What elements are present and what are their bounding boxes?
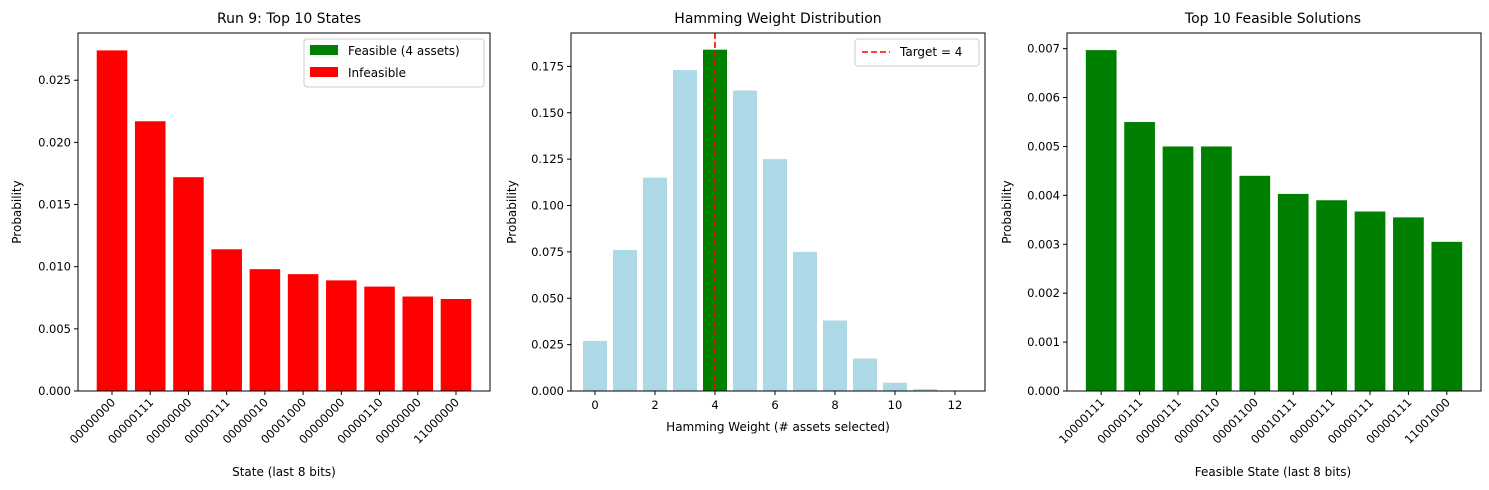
y-tick-label: 0.025 xyxy=(531,338,564,352)
chart-panel-feasible-solutions: Top 10 Feasible Solutions 0.0000.0010.00… xyxy=(1000,11,1482,479)
y-tick-label: 0.175 xyxy=(531,59,564,73)
y-axis-label: Probability xyxy=(505,180,519,243)
bar-group xyxy=(583,49,967,391)
chart-panel-hamming-weight: Hamming Weight Distribution 0.0000.0250.… xyxy=(505,11,986,434)
y-tick-label: 0.150 xyxy=(531,106,564,120)
y-tick-label: 0.000 xyxy=(1027,384,1060,398)
legend: Target = 4 xyxy=(854,38,980,67)
bar xyxy=(673,70,697,391)
y-tick-label: 0.007 xyxy=(1027,42,1060,56)
bar xyxy=(1277,193,1309,391)
legend-label-infeasible: Infeasible xyxy=(348,66,406,80)
y-tick-label: 0.125 xyxy=(531,152,564,166)
bar xyxy=(1201,146,1232,391)
legend-label-feasible: Feasible (4 assets) xyxy=(348,44,460,58)
bar xyxy=(1124,122,1155,391)
x-axis-label: Hamming Weight (# assets selected) xyxy=(666,420,890,434)
bar xyxy=(249,269,281,391)
legend-label-target: Target = 4 xyxy=(899,45,962,59)
y-tick-label: 0.005 xyxy=(38,322,71,336)
y-axis-label: Probability xyxy=(1000,180,1014,243)
y-tick-label: 0.015 xyxy=(38,198,71,212)
y-tick-label: 0.020 xyxy=(38,135,71,149)
x-axis-ticks: 1000011100000111000001110000011000001100… xyxy=(1056,391,1453,447)
y-tick-label: 0.005 xyxy=(1027,139,1060,153)
y-tick-label: 0.002 xyxy=(1027,286,1060,300)
y-tick-label: 0.025 xyxy=(38,73,71,87)
x-tick-label: 8 xyxy=(831,398,838,412)
bar xyxy=(173,177,204,391)
bar-group xyxy=(1085,50,1463,391)
bar xyxy=(364,286,395,391)
x-tick-label: 0 xyxy=(591,398,598,412)
x-tick-label: 12 xyxy=(948,398,963,412)
y-tick-label: 0.100 xyxy=(531,199,564,213)
chart-title: Top 10 Feasible Solutions xyxy=(1184,11,1361,27)
bar xyxy=(763,159,787,391)
bar xyxy=(733,90,757,391)
bar xyxy=(211,249,242,391)
bar xyxy=(1085,50,1117,391)
plot-frame xyxy=(1066,32,1482,392)
bar xyxy=(1354,211,1386,391)
x-axis-ticks: 0000000000000111000000000000011100000010… xyxy=(67,391,462,447)
bar xyxy=(326,280,357,391)
x-tick-label: 10 xyxy=(888,398,903,412)
chart-title: Hamming Weight Distribution xyxy=(674,11,881,27)
y-tick-label: 0.050 xyxy=(531,291,564,305)
bar xyxy=(402,296,434,391)
bar-group xyxy=(96,50,472,392)
y-tick-label: 0.003 xyxy=(1027,237,1060,251)
x-tick-label: 2 xyxy=(651,398,658,412)
y-axis-ticks: 0.000 0.005 0.010 0.015 0.020 0.025 xyxy=(38,73,78,398)
bar xyxy=(134,121,166,391)
bar xyxy=(793,251,817,391)
y-tick-label: 0.075 xyxy=(531,245,564,259)
bar xyxy=(1162,146,1194,391)
bar xyxy=(913,389,937,391)
bar xyxy=(96,50,128,392)
y-tick-label: 0.001 xyxy=(1027,335,1060,349)
bar xyxy=(823,320,847,391)
legend: Feasible (4 assets) Infeasible xyxy=(303,38,485,88)
bar xyxy=(1431,241,1463,391)
plot-frame xyxy=(570,32,986,392)
x-axis-ticks: 0 2 4 6 8 10 12 xyxy=(591,391,962,412)
bar xyxy=(583,340,607,391)
bar xyxy=(853,358,877,391)
x-tick-label: 4 xyxy=(711,398,718,412)
chart-title: Run 9: Top 10 States xyxy=(217,11,361,27)
chart-panel-top-states: Run 9: Top 10 States 0.000 0.005 0.010 0.01… xyxy=(10,11,491,479)
y-tick-label: 0.004 xyxy=(1027,188,1060,202)
legend-frame xyxy=(854,38,980,67)
bar xyxy=(440,299,472,391)
x-tick-label: 6 xyxy=(771,398,778,412)
y-tick-label: 0.000 xyxy=(38,384,71,398)
legend-frame xyxy=(303,38,485,88)
bar xyxy=(883,382,907,391)
x-axis-label: Feasible State (last 8 bits) xyxy=(1195,465,1351,479)
y-tick-label: 0.010 xyxy=(38,260,71,274)
legend-swatch-feasible xyxy=(310,45,338,55)
y-tick-label: 0.006 xyxy=(1027,91,1060,105)
bar xyxy=(287,274,319,391)
plot-frame xyxy=(77,32,491,392)
bar xyxy=(1239,175,1271,391)
y-axis-ticks: 0.000 0.025 0.050 0.075 0.100 0.125 0.150 0.175 xyxy=(531,59,571,398)
bar xyxy=(1316,200,1347,391)
legend-swatch-infeasible xyxy=(310,67,338,77)
y-axis-label: Probability xyxy=(10,180,24,243)
y-tick-label: 0.000 xyxy=(531,384,564,398)
bar xyxy=(1393,217,1424,391)
bar xyxy=(613,250,637,391)
x-axis-label: State (last 8 bits) xyxy=(232,465,336,479)
bar xyxy=(643,177,667,391)
y-axis-ticks: 0.000 0.001 0.002 0.003 0.004 0.005 0.006 0.007 xyxy=(1027,42,1067,398)
